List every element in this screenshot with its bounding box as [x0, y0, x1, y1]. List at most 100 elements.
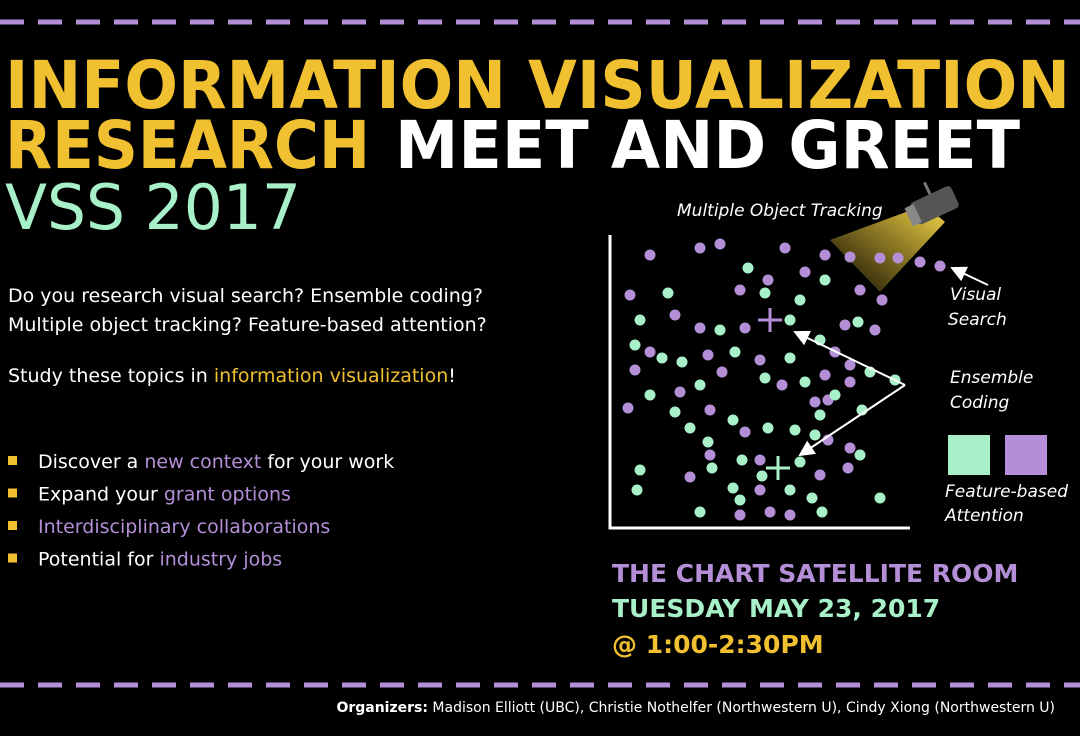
dot	[624, 289, 636, 301]
text-segment: for your work	[261, 451, 394, 473]
dot	[852, 316, 864, 328]
bullet-list: Discover a new context for your work Expa…	[8, 451, 394, 571]
dot	[714, 238, 726, 250]
dot	[854, 449, 866, 461]
dot	[669, 406, 681, 418]
highlight-text: grant options	[164, 484, 291, 506]
dot	[706, 462, 718, 474]
dot	[874, 252, 886, 264]
dot	[756, 470, 768, 482]
intro-text: Study these topics in information visual…	[8, 365, 456, 387]
dot	[814, 469, 826, 481]
dot	[819, 369, 831, 381]
dot	[794, 456, 806, 468]
dot	[754, 354, 766, 366]
dot	[784, 314, 796, 326]
label: Coding	[950, 393, 1010, 413]
dot	[754, 484, 766, 496]
diagram: Multiple Object Tracking Visual Search E…	[608, 181, 1068, 530]
label: Visual	[950, 285, 1001, 305]
dot	[644, 389, 656, 401]
dot	[669, 309, 681, 321]
dot	[789, 424, 801, 436]
swatch	[1005, 435, 1047, 475]
dot	[739, 322, 751, 334]
dot	[844, 359, 856, 371]
dot	[809, 396, 821, 408]
title: RESEARCH	[5, 107, 370, 184]
spotlight	[904, 181, 959, 227]
bullet-text: Potential for industry jobs	[38, 549, 282, 571]
arrow	[950, 266, 989, 286]
dot	[762, 274, 774, 286]
arrow	[798, 384, 906, 457]
label: Multiple Object Tracking	[677, 201, 883, 221]
dot	[844, 376, 856, 388]
text-segment: Discover a	[38, 451, 144, 473]
dot	[776, 379, 788, 391]
dot	[634, 464, 646, 476]
cross	[758, 308, 782, 332]
dot	[806, 492, 818, 504]
dot	[742, 262, 754, 274]
swatch	[948, 435, 990, 475]
dot	[854, 284, 866, 296]
dot	[644, 249, 656, 261]
highlight-text: Interdisciplinary collaborations	[38, 516, 330, 538]
highlight-text: industry jobs	[159, 549, 282, 571]
dot	[764, 506, 776, 518]
dot	[829, 389, 841, 401]
dot	[869, 324, 881, 336]
subtitle: VSS 2017	[5, 171, 301, 244]
dot	[844, 442, 856, 454]
dot	[762, 422, 774, 434]
dot	[716, 366, 728, 378]
dot	[631, 484, 643, 496]
dot	[656, 352, 668, 364]
text-segment: Expand your	[38, 484, 164, 506]
dot	[694, 242, 706, 254]
dot	[814, 409, 826, 421]
bullet-text: Discover a new context for your work	[38, 451, 394, 473]
dot	[876, 294, 888, 306]
dot	[754, 454, 766, 466]
event-date: TUESDAY MAY 23, 2017	[612, 594, 940, 623]
dot	[684, 422, 696, 434]
dot	[676, 356, 688, 368]
dot	[739, 426, 751, 438]
dot	[727, 482, 739, 494]
dot	[674, 386, 686, 398]
dot	[702, 349, 714, 361]
dot	[702, 436, 714, 448]
dot	[819, 249, 831, 261]
bullet-marker	[8, 488, 17, 498]
label: Feature-based	[945, 482, 1068, 502]
dot	[759, 287, 771, 299]
dot	[839, 319, 851, 331]
dot	[842, 462, 854, 474]
organizers-names: Madison Elliott (UBC), Christie Nothelfe…	[432, 700, 1055, 716]
event-time: @ 1:00-2:30PM	[612, 630, 824, 659]
cross	[766, 456, 790, 480]
dot	[784, 352, 796, 364]
event-room: THE CHART SATELLITE ROOM	[612, 559, 1018, 588]
dot	[736, 454, 748, 466]
dot	[934, 260, 946, 272]
dot	[704, 449, 716, 461]
title: MEET AND GREET	[395, 107, 1020, 184]
dot	[844, 251, 856, 263]
dot	[629, 364, 641, 376]
dot	[734, 284, 746, 296]
dot	[694, 379, 706, 391]
dot	[799, 376, 811, 388]
intro-text: Do you research visual search? Ensemble …	[8, 285, 483, 307]
bullet-marker	[8, 456, 17, 465]
bullet-text: Expand your grant options	[38, 484, 291, 506]
bullet-marker	[8, 521, 17, 530]
dot	[694, 322, 706, 334]
label: Attention	[944, 506, 1024, 526]
dot	[892, 252, 904, 264]
intro-text: Multiple object tracking? Feature-based …	[8, 314, 487, 336]
label: Ensemble	[950, 368, 1033, 388]
highlight-text: information visualization	[214, 365, 448, 387]
